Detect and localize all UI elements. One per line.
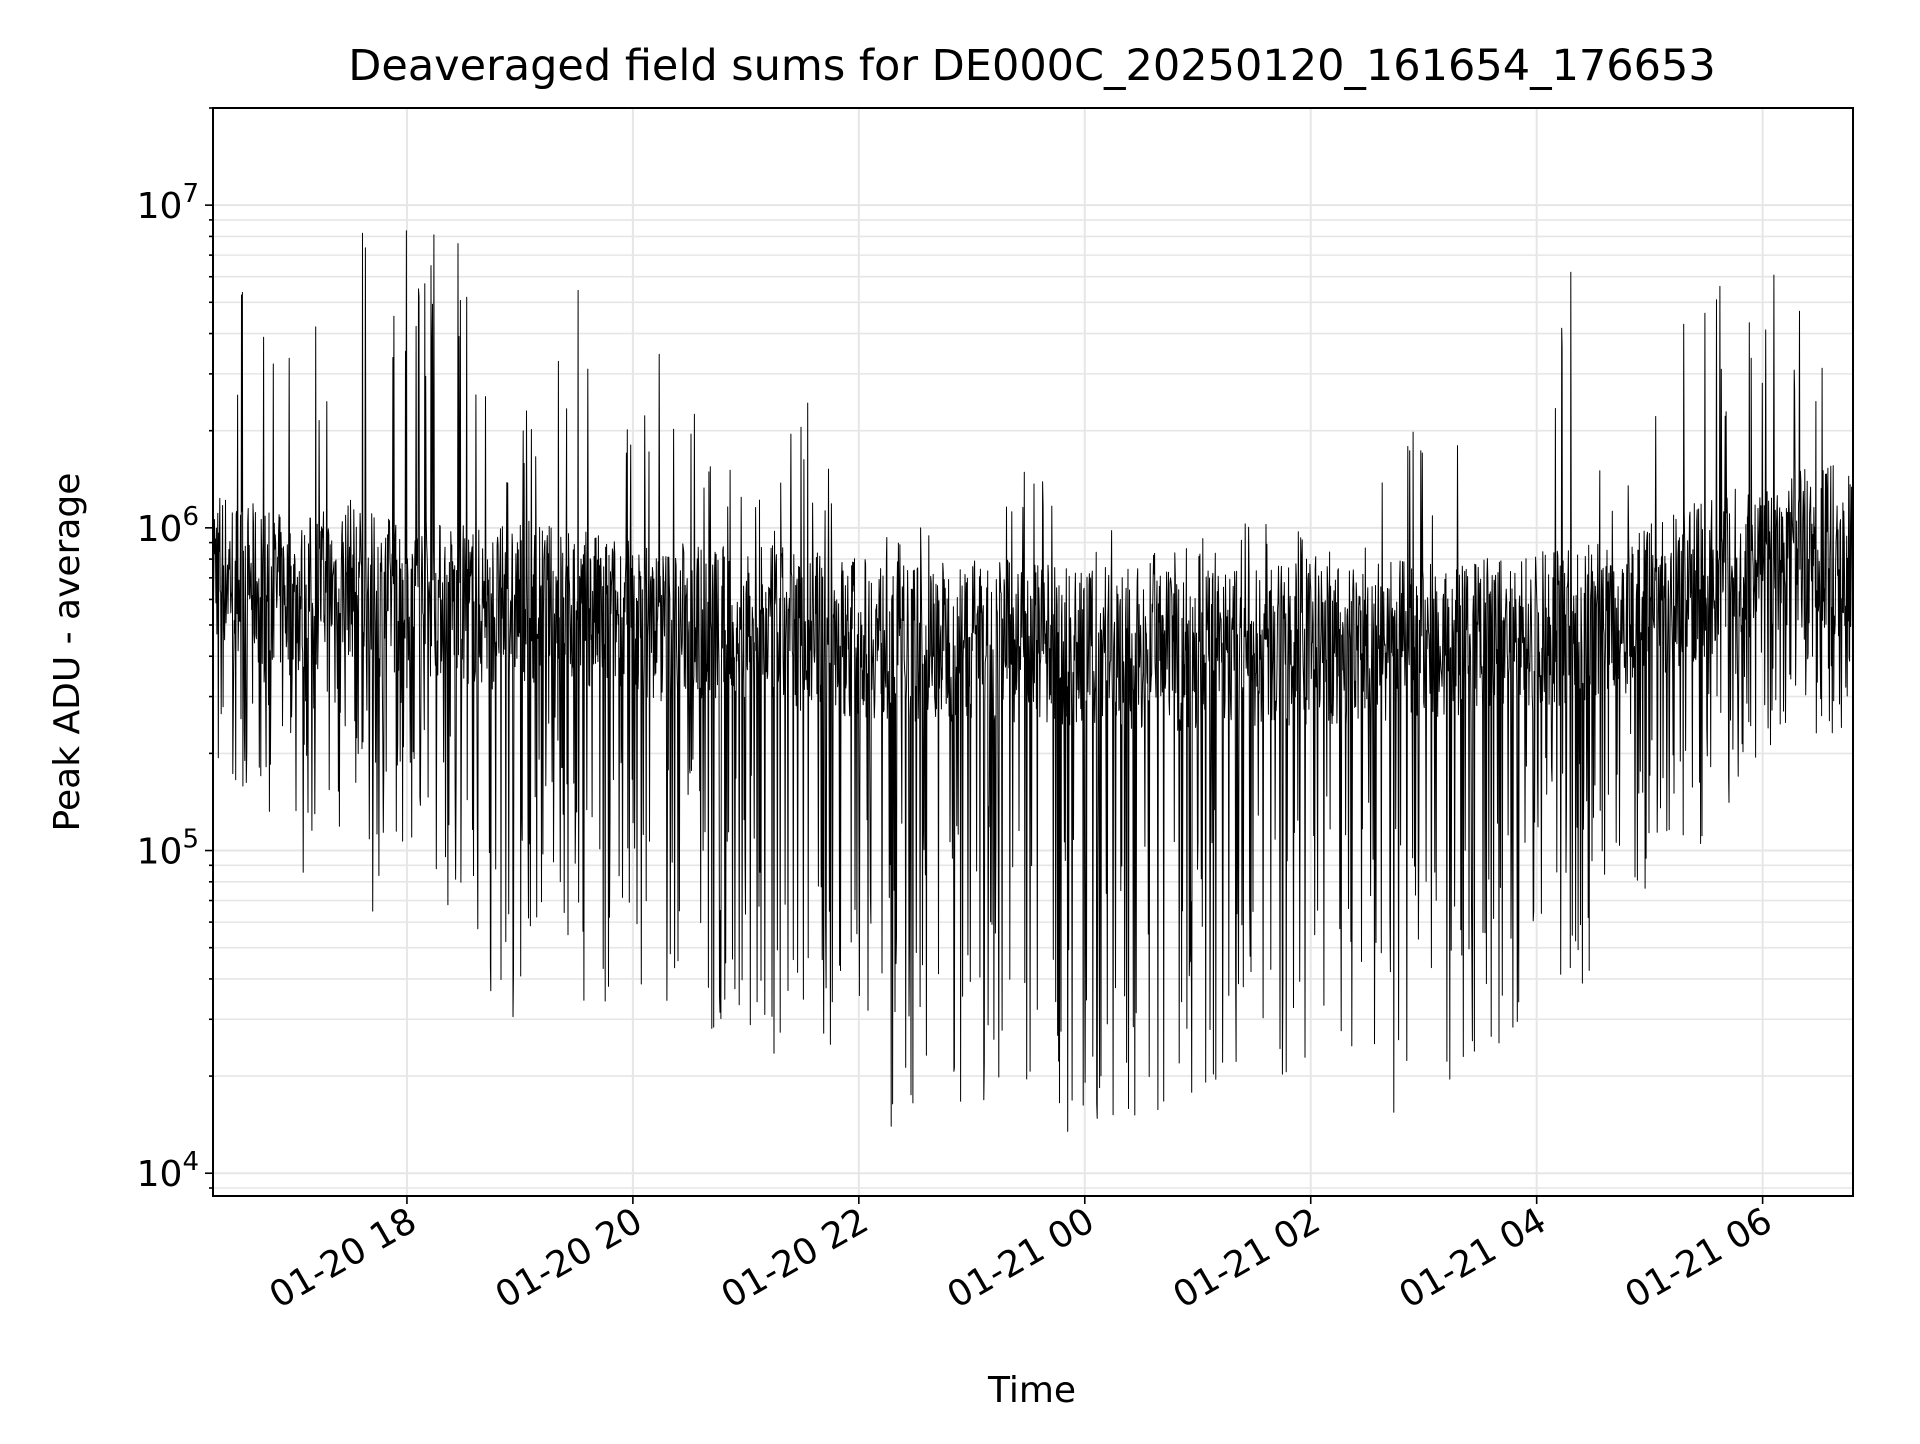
y-tick-label: 104 <box>137 1147 199 1195</box>
chart-title: Deaveraged field sums for DE000C_2025012… <box>348 41 1715 91</box>
y-axis-label: Peak ADU - average <box>47 473 88 832</box>
y-tick-label: 107 <box>137 179 199 227</box>
series-layer <box>212 230 1854 1132</box>
plot-frame <box>212 107 1854 1197</box>
x-axis-label: Time <box>987 1370 1076 1411</box>
series-line <box>212 230 1854 1132</box>
y-tick-label: 105 <box>137 825 199 873</box>
y-tick-label: 106 <box>137 502 199 550</box>
